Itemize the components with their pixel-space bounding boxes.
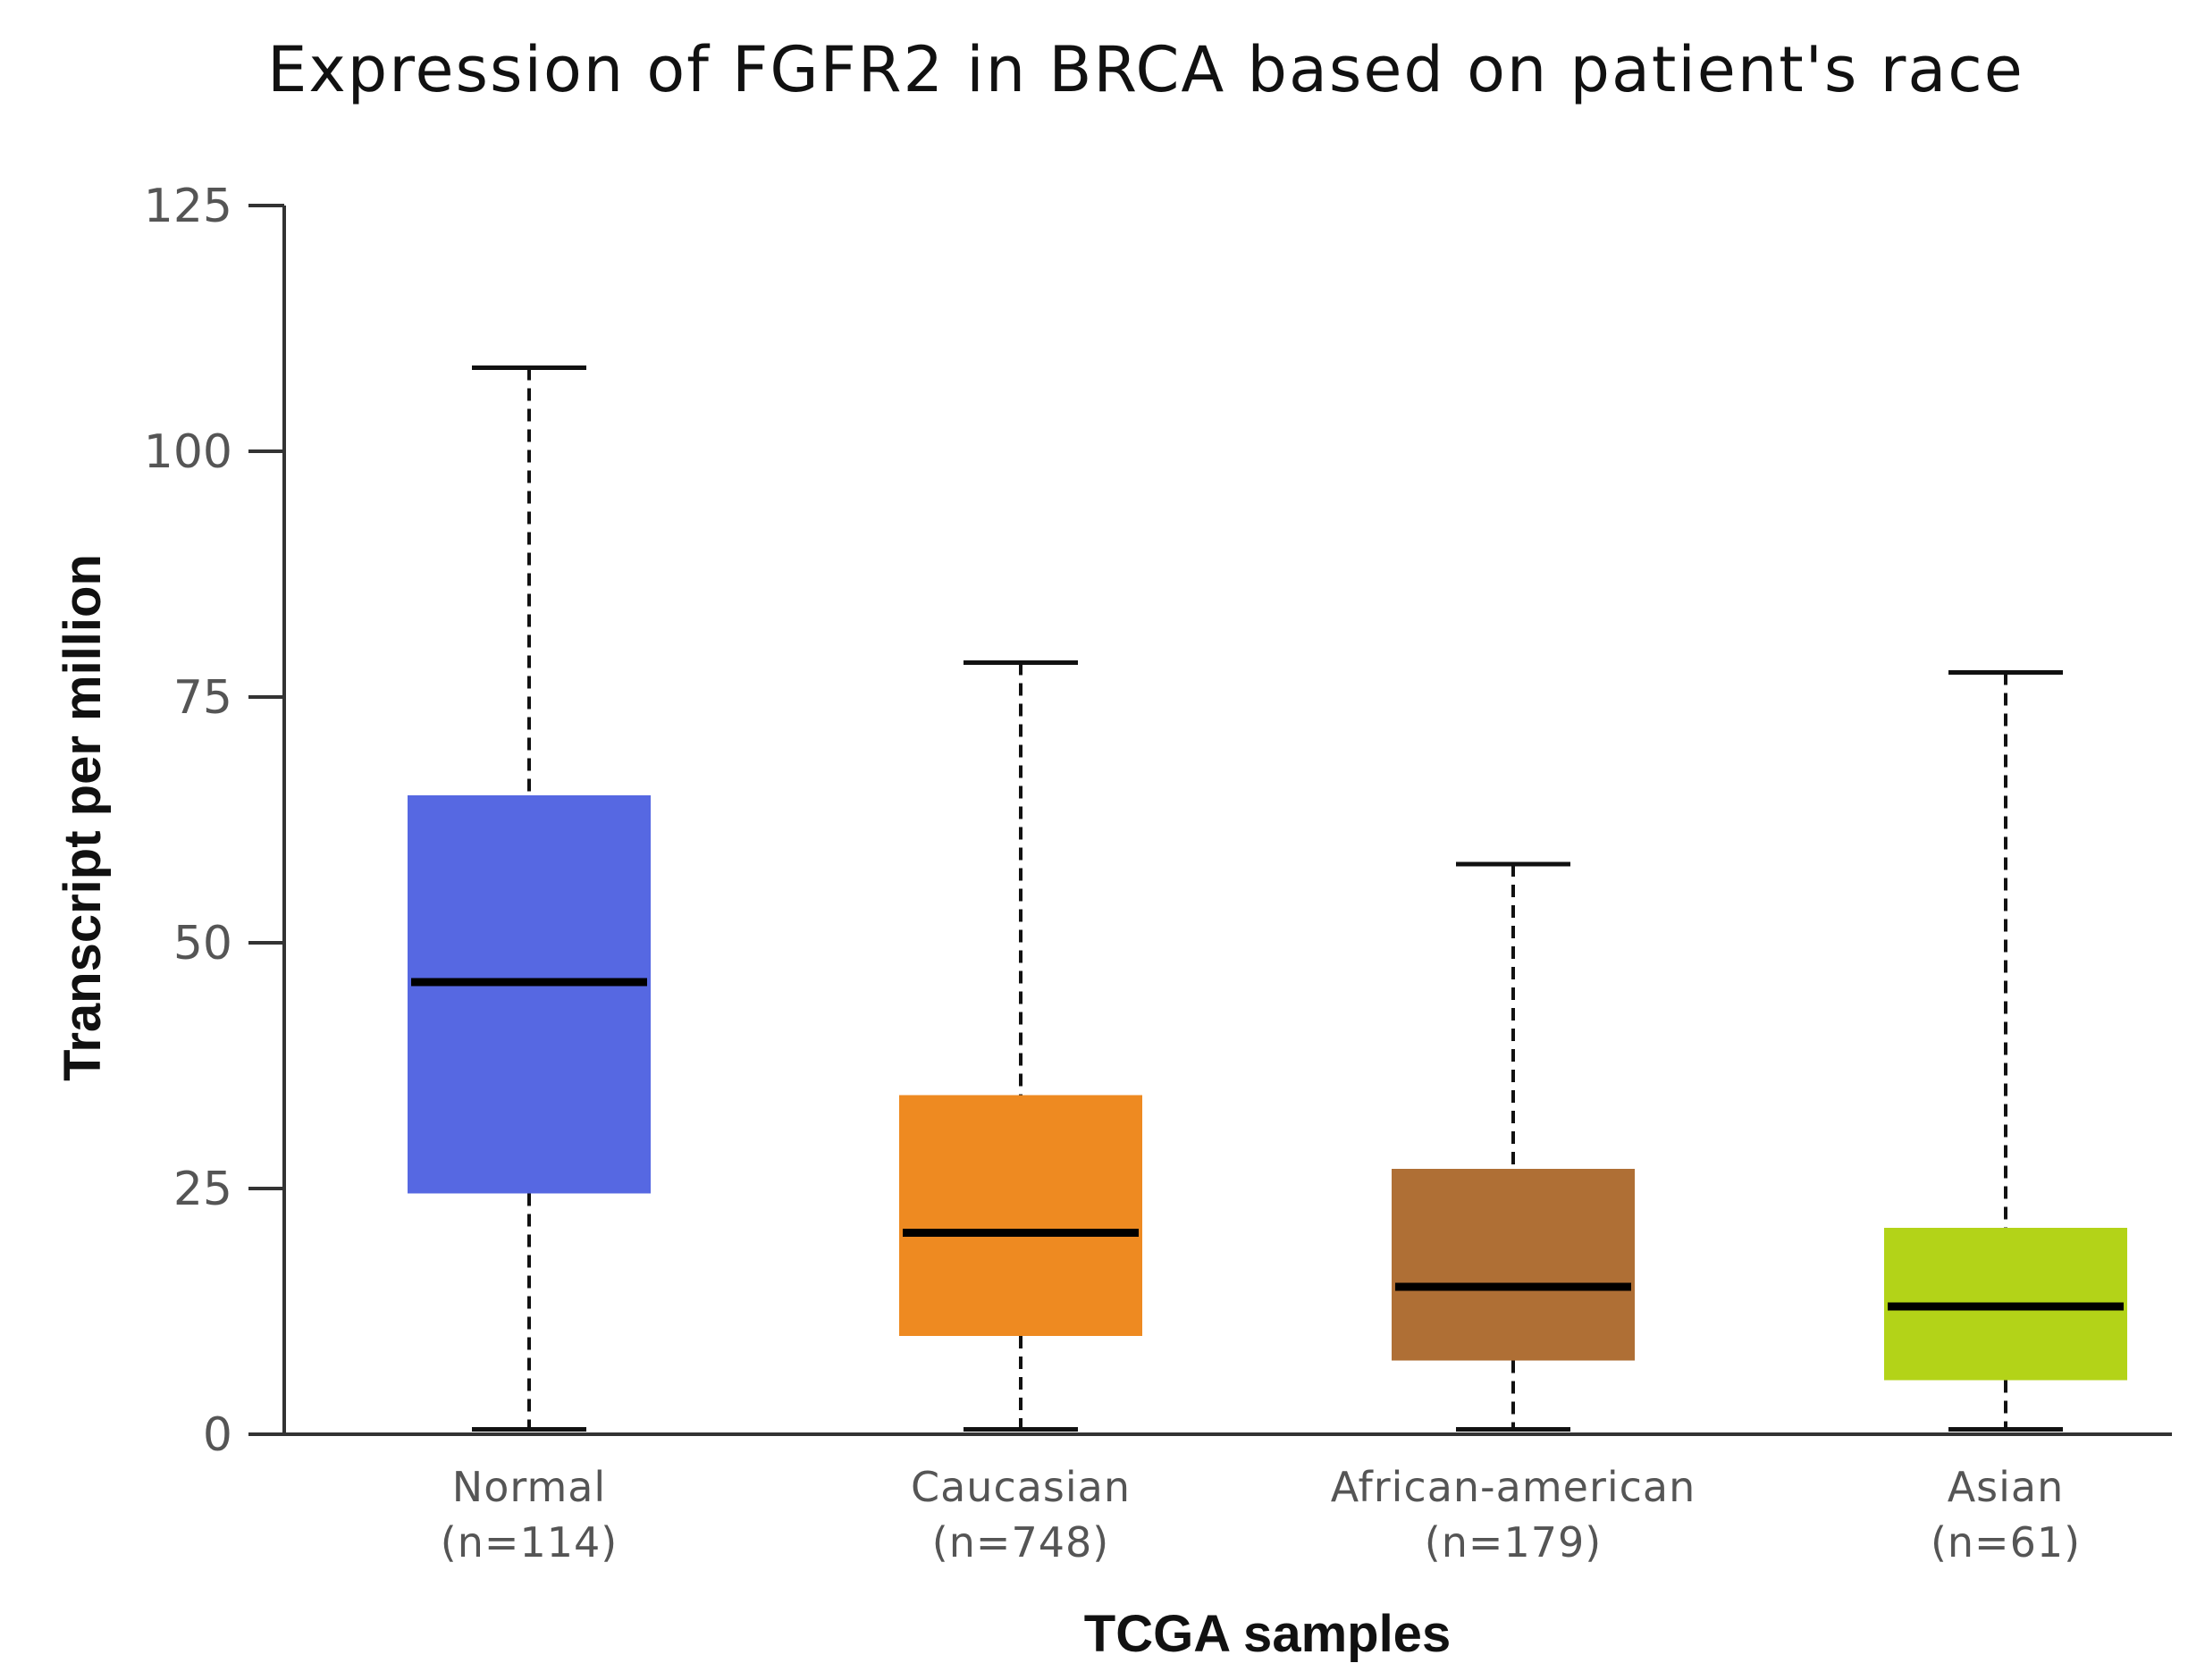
iqr-box	[899, 1095, 1142, 1336]
y-tick-label: 75	[173, 671, 232, 725]
x-tick-sample-count: (n=179)	[1425, 1518, 1602, 1567]
y-tick-label: 100	[144, 425, 232, 479]
x-tick-sample-count: (n=114)	[441, 1518, 618, 1567]
boxplot-groups	[408, 365, 2127, 1432]
x-tick-label: Normal	[452, 1463, 606, 1511]
box-group-asian	[1884, 670, 2127, 1432]
x-axis-title: TCGA samples	[1084, 1605, 1451, 1663]
box-group-african-american	[1392, 861, 1635, 1432]
y-tick-label: 50	[173, 917, 232, 970]
y-axis: 0 25 50 75 100 125	[144, 180, 286, 1462]
x-tick-sample-count: (n=748)	[932, 1518, 1109, 1567]
iqr-box	[1392, 1169, 1635, 1361]
x-tick-sample-count: (n=61)	[1931, 1518, 2081, 1567]
x-tick-label: African-american	[1331, 1463, 1696, 1511]
y-tick-label: 0	[203, 1408, 232, 1462]
x-tick-label: Caucasian	[911, 1463, 1131, 1511]
y-tick-label: 125	[144, 180, 232, 233]
iqr-box	[408, 795, 651, 1194]
x-tick-label: Asian	[1948, 1463, 2065, 1511]
chart-title: Expression of FGFR2 in BRCA based on pat…	[267, 33, 2024, 106]
box-group-caucasian	[899, 660, 1142, 1432]
box-group-normal	[408, 365, 651, 1432]
x-axis: Normal (n=114) Caucasian (n=748) African-ame…	[284, 1432, 2172, 1567]
y-tick-label: 25	[173, 1163, 232, 1216]
y-axis-title: Transcript per million	[54, 554, 112, 1081]
